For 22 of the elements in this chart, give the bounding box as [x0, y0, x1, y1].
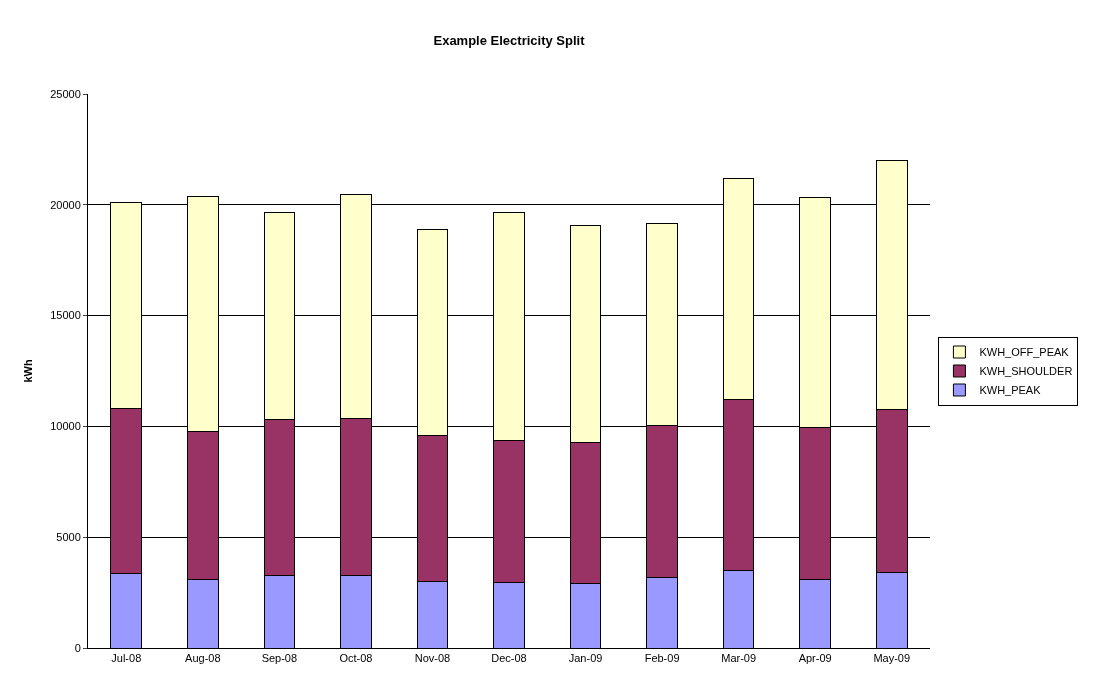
legend-label: KWH_PEAK	[979, 384, 1042, 397]
y-tick-label: 10000	[50, 420, 81, 433]
x-tick-label: Oct-08	[339, 652, 373, 665]
legend-label: KWH_OFF_PEAK	[979, 346, 1070, 359]
y-tick-label: 25000	[50, 87, 81, 100]
legend-label: KWH_SHOULDER	[979, 365, 1073, 378]
chart-title: Example Electricity Split	[433, 32, 586, 48]
x-tick-label: Apr-09	[798, 652, 832, 665]
x-tick-label: Jan-09	[568, 652, 603, 665]
x-tick-label: Dec-08	[491, 652, 527, 665]
y-axis-title: kWh	[21, 359, 34, 383]
y-tick-label: 0	[74, 641, 81, 654]
x-tick-label: Sep-08	[261, 652, 298, 665]
y-tick-label: 5000	[56, 531, 81, 544]
x-tick-label: Feb-09	[644, 652, 680, 665]
x-tick-label: Jul-08	[111, 652, 142, 665]
x-tick-label: Mar-09	[721, 652, 757, 665]
x-tick-label: Nov-08	[414, 652, 451, 665]
y-tick-label: 15000	[50, 309, 81, 322]
y-tick-label: 20000	[50, 198, 81, 211]
x-tick-label: Aug-08	[185, 652, 221, 665]
x-tick-label: May-09	[873, 652, 911, 665]
